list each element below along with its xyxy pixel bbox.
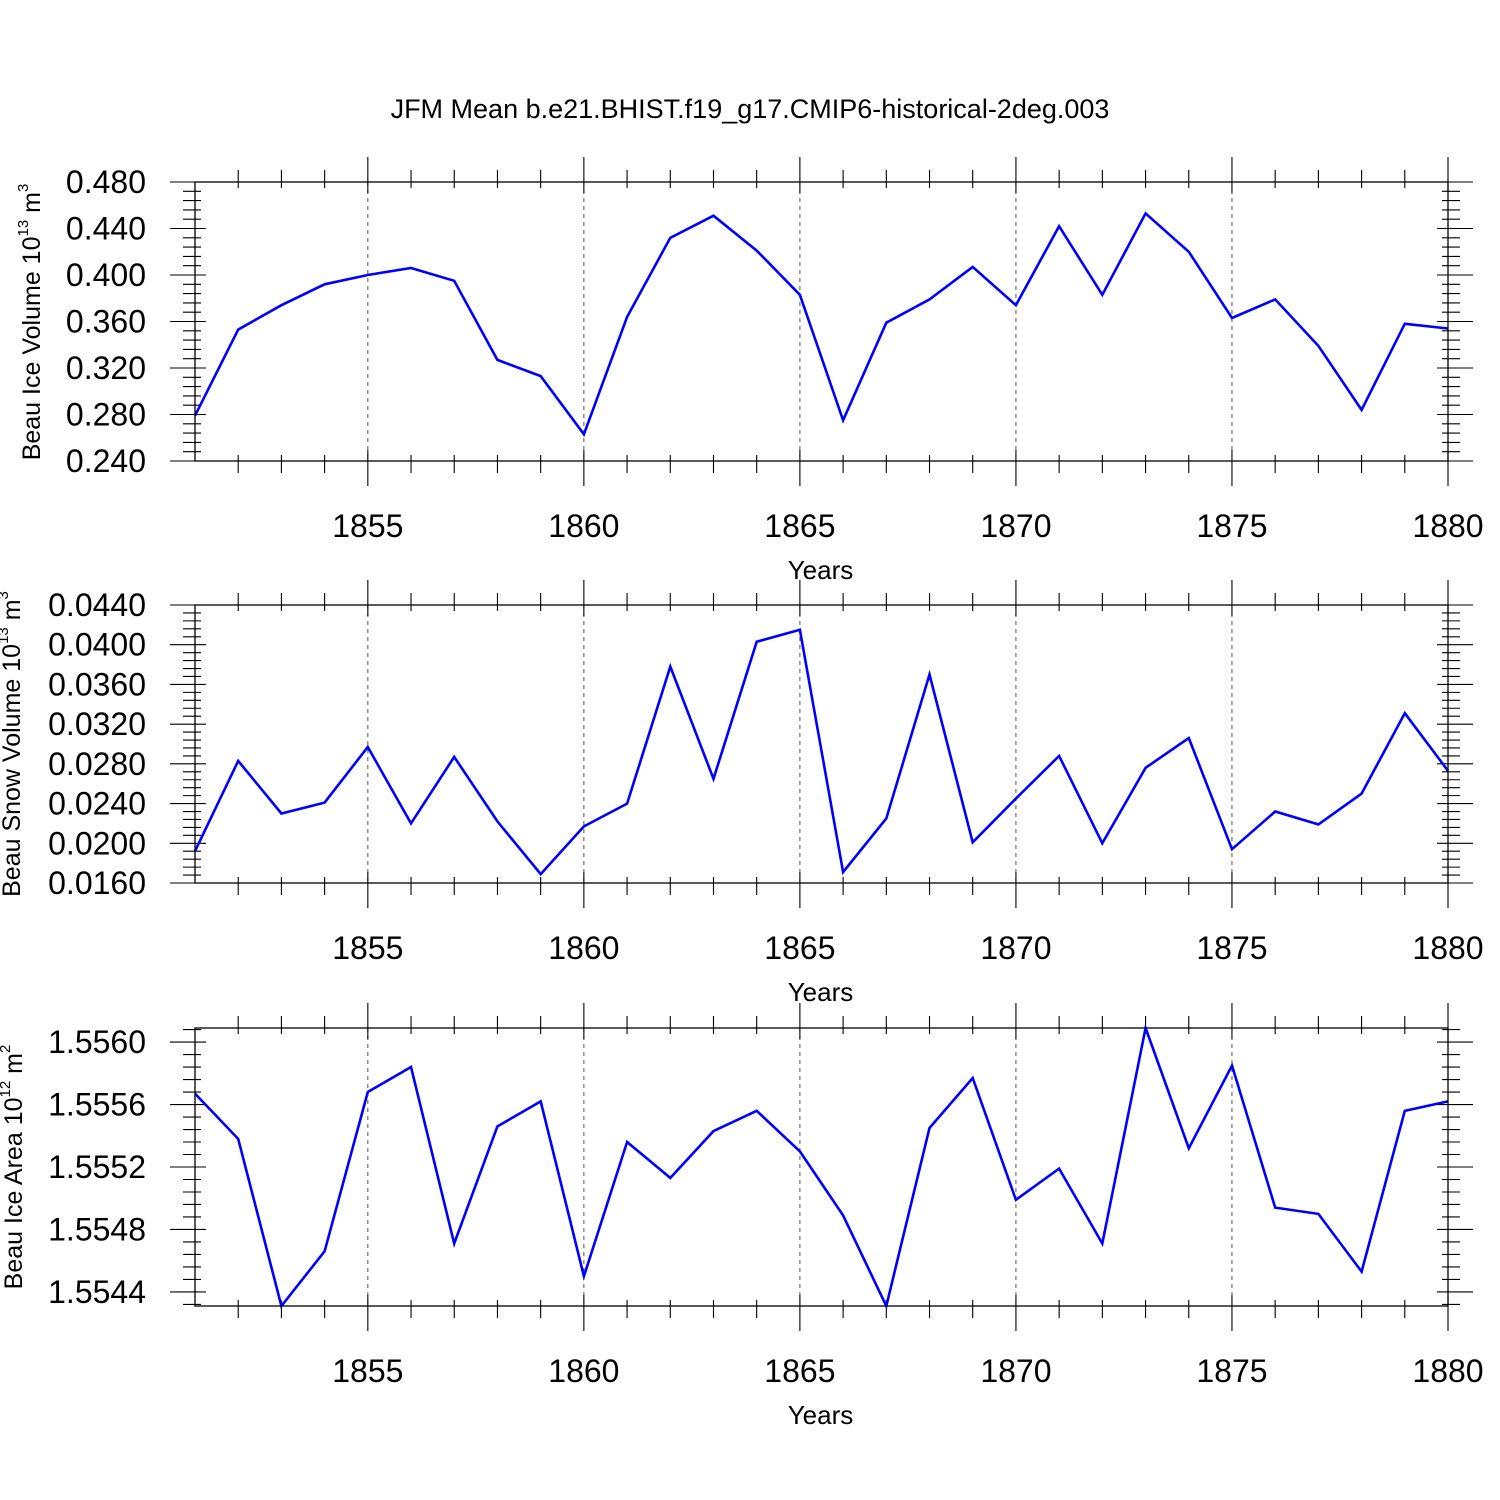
y-tick-label: 0.240 xyxy=(66,443,146,479)
x-tick-label: 1860 xyxy=(548,508,619,544)
y-tick-label: 0.0160 xyxy=(48,865,146,901)
series-line xyxy=(194,1023,1449,1310)
y-tick-label: 0.280 xyxy=(66,397,146,433)
y-tick-label: 0.0320 xyxy=(48,706,146,742)
chart-title: JFM Mean b.e21.BHIST.f19_g17.CMIP6-histo… xyxy=(391,94,1110,124)
series-line xyxy=(193,628,1450,877)
y-tick-label: 1.5560 xyxy=(48,1024,146,1060)
x-tick-label: 1855 xyxy=(332,930,403,966)
x-tick-label: 1860 xyxy=(548,1353,619,1389)
x-tick-label: 1880 xyxy=(1412,508,1483,544)
y-tick-label: 1.5544 xyxy=(48,1274,146,1310)
y-tick-label: 0.320 xyxy=(66,350,146,386)
y-axis-label: Beau Ice Area 1012 m2 xyxy=(0,1045,28,1290)
y-tick-label: 0.360 xyxy=(66,304,146,340)
x-tick-label: 1865 xyxy=(764,930,835,966)
y-axis-label: Beau Snow Volume 1013 m3 xyxy=(0,591,26,897)
x-tick-label: 1855 xyxy=(332,1353,403,1389)
x-tick-label: 1875 xyxy=(1196,508,1267,544)
x-tick-label: 1875 xyxy=(1196,1353,1267,1389)
y-tick-label: 0.0280 xyxy=(48,746,146,782)
x-tick-label: 1865 xyxy=(764,1353,835,1389)
x-tick-label: 1860 xyxy=(548,930,619,966)
x-tick-label: 1880 xyxy=(1412,1353,1483,1389)
y-tick-label: 0.0440 xyxy=(48,587,146,623)
x-axis-label: Years xyxy=(788,977,854,1007)
y-axis-label: Beau Ice Volume 1013 m3 xyxy=(15,184,46,461)
y-tick-label: 0.400 xyxy=(66,257,146,293)
y-tick-label: 0.0200 xyxy=(48,825,146,861)
panel-1: 0.240 0.280 0.320 0.360 0.400 0.440 0.480 1855 1… xyxy=(15,157,1484,585)
x-tick-label: 1875 xyxy=(1196,930,1267,966)
series-line xyxy=(193,211,1449,438)
y-tick-label: 0.0400 xyxy=(48,627,146,663)
y-tick-label: 0.0360 xyxy=(48,666,146,702)
y-tick-label: 0.0240 xyxy=(48,786,146,822)
plot-frame xyxy=(194,181,1449,462)
y-tick-label: 1.5552 xyxy=(48,1149,146,1185)
plot-frame xyxy=(194,1027,1449,1307)
y-tick-label: 0.480 xyxy=(66,164,146,200)
x-tick-label: 1855 xyxy=(332,508,403,544)
y-tick-label: 0.440 xyxy=(66,211,146,247)
panel-3: 1.5544 1.5548 1.5552 1.5556 1.5560 1855 1860 18… xyxy=(0,1003,1484,1430)
y-tick-label: 1.5548 xyxy=(48,1211,146,1247)
panel-2: 0.01600.02000.02400.02800.03200.03600.04… xyxy=(0,580,1484,1007)
x-tick-label: 1870 xyxy=(980,508,1051,544)
x-tick-label: 1870 xyxy=(980,930,1051,966)
plot-frame xyxy=(194,604,1449,884)
x-axis-label: Years xyxy=(788,555,854,585)
x-tick-label: 1880 xyxy=(1412,930,1483,966)
y-tick-label: 1.5556 xyxy=(48,1087,146,1123)
x-tick-label: 1870 xyxy=(980,1353,1051,1389)
x-axis-label: Years xyxy=(788,1400,854,1430)
x-tick-label: 1865 xyxy=(764,508,835,544)
